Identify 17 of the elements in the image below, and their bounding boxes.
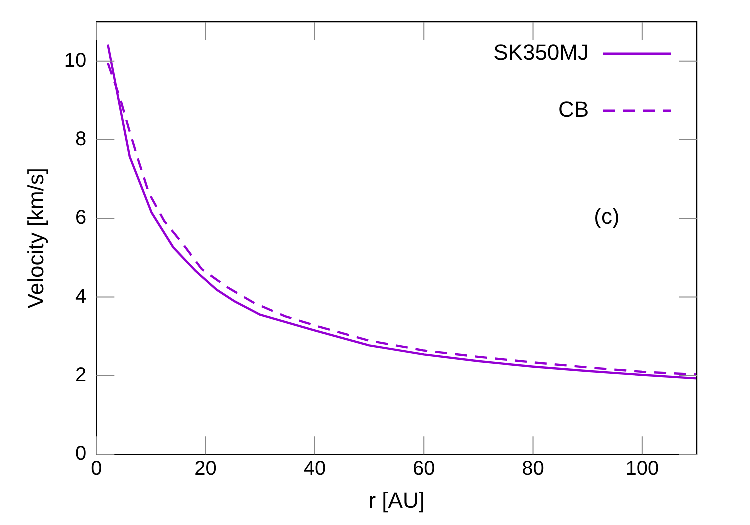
legend-label: CB <box>558 97 589 122</box>
y-tick-label: 2 <box>76 364 87 386</box>
x-tick-label: 20 <box>194 458 217 480</box>
y-tick-label: 10 <box>64 50 87 72</box>
x-tick-label: 0 <box>91 458 102 480</box>
y-tick-label: 8 <box>76 128 87 150</box>
x-tick-label: 80 <box>522 458 544 480</box>
x-tick-label: 60 <box>412 458 436 480</box>
annotation: (c) <box>594 204 620 230</box>
x-tick-label: 40 <box>304 458 326 480</box>
y-tick-label: 0 <box>76 443 87 466</box>
y-tick-label: 6 <box>76 207 87 230</box>
legend-label: SK350MJ <box>494 40 589 66</box>
x-axis-title: r [AU] <box>368 488 425 513</box>
x-tick-label: 100 <box>626 458 660 480</box>
y-tick-label: 4 <box>76 286 87 308</box>
y-axis-title: Velocity [km/s] <box>23 168 48 309</box>
